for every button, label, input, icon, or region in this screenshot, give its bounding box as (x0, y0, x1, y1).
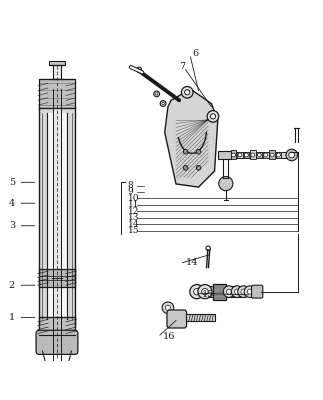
Bar (47, 367, 67, 382)
Circle shape (190, 284, 204, 299)
Text: 15: 15 (202, 290, 214, 299)
Circle shape (226, 289, 232, 294)
Circle shape (276, 153, 280, 157)
Bar (218, 152, 231, 158)
Circle shape (241, 289, 246, 294)
Circle shape (251, 153, 255, 157)
Text: 14: 14 (128, 220, 139, 229)
Bar (231, 150, 236, 160)
Bar (263, 152, 269, 158)
FancyBboxPatch shape (36, 330, 78, 354)
Bar (231, 152, 288, 158)
Circle shape (168, 312, 178, 321)
Circle shape (206, 246, 210, 250)
Text: 10: 10 (128, 194, 139, 203)
Bar (244, 152, 249, 158)
Circle shape (196, 166, 201, 170)
Text: 6: 6 (192, 49, 198, 58)
Bar (39, 317, 75, 335)
Bar (186, 314, 214, 321)
Circle shape (162, 102, 164, 105)
Circle shape (223, 286, 235, 298)
Circle shape (155, 92, 158, 95)
Text: 3: 3 (9, 221, 15, 230)
Bar (256, 152, 262, 158)
Circle shape (136, 67, 141, 72)
Circle shape (238, 286, 249, 298)
Circle shape (286, 149, 297, 161)
Circle shape (207, 110, 219, 122)
Circle shape (245, 153, 248, 157)
Circle shape (289, 152, 295, 158)
Circle shape (247, 289, 253, 294)
Circle shape (182, 86, 193, 98)
Text: 5: 5 (9, 178, 15, 187)
Circle shape (183, 166, 188, 170)
Bar (49, 61, 65, 65)
Bar (53, 84, 60, 350)
Text: 4: 4 (9, 199, 15, 208)
Circle shape (160, 101, 166, 106)
Circle shape (219, 176, 233, 191)
Bar (269, 150, 275, 160)
Text: 9: 9 (128, 188, 133, 196)
Circle shape (234, 289, 240, 294)
Text: 13: 13 (128, 213, 139, 222)
Circle shape (162, 302, 174, 314)
Text: 12: 12 (128, 207, 139, 216)
Circle shape (232, 153, 235, 157)
Circle shape (210, 114, 215, 119)
Circle shape (170, 314, 175, 319)
Circle shape (264, 153, 268, 157)
Text: 8: 8 (128, 181, 133, 190)
Circle shape (198, 284, 212, 299)
Bar (47, 113, 68, 319)
FancyBboxPatch shape (167, 310, 187, 328)
Text: 16: 16 (163, 332, 175, 341)
Text: 7: 7 (179, 62, 185, 71)
Bar (39, 79, 75, 108)
Circle shape (185, 90, 190, 95)
Circle shape (154, 91, 160, 97)
Circle shape (257, 153, 261, 157)
Text: 15: 15 (128, 226, 139, 235)
Bar (194, 286, 245, 298)
Text: 1: 1 (9, 313, 15, 322)
Bar (250, 150, 256, 160)
Circle shape (244, 286, 256, 298)
Text: 11: 11 (128, 200, 139, 209)
Bar (237, 152, 243, 158)
Bar (276, 152, 281, 158)
Circle shape (238, 153, 242, 157)
Circle shape (183, 150, 188, 154)
Polygon shape (165, 89, 218, 187)
Circle shape (165, 305, 171, 310)
Circle shape (231, 286, 243, 298)
Circle shape (196, 150, 201, 154)
Circle shape (270, 153, 274, 157)
Circle shape (194, 288, 200, 295)
Text: 2: 2 (9, 281, 15, 290)
Bar (39, 269, 75, 287)
FancyBboxPatch shape (252, 285, 263, 298)
Bar (213, 284, 226, 300)
Circle shape (202, 288, 208, 295)
Bar (39, 107, 75, 326)
Text: 14: 14 (186, 258, 198, 267)
